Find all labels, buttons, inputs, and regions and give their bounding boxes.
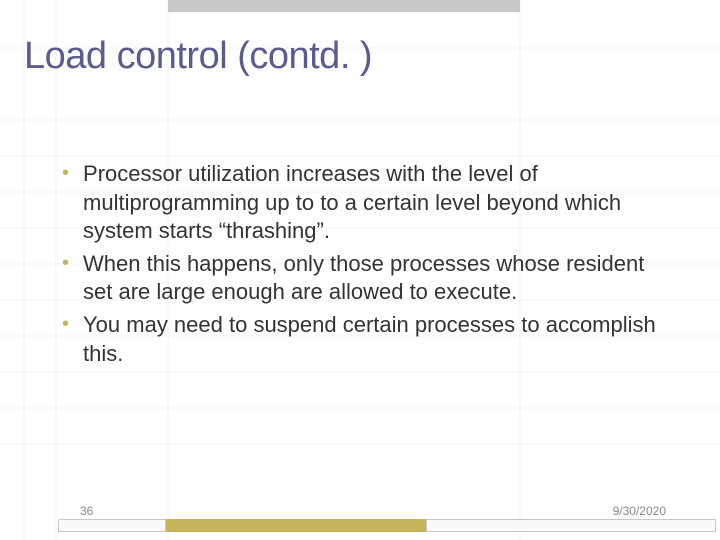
bullet-text: Processor utilization increases with the…	[83, 160, 666, 246]
bullet-text: When this happens, only those processes …	[83, 250, 666, 307]
bullet-icon: •	[62, 311, 69, 368]
bullet-icon: •	[62, 250, 69, 307]
top-accent-bar	[168, 0, 520, 12]
bullet-list: • Processor utilization increases with t…	[56, 160, 666, 372]
bullet-item: • You may need to suspend certain proces…	[56, 311, 666, 368]
footer-box-mid	[166, 519, 426, 532]
footer-box-right	[426, 519, 716, 532]
bullet-text: You may need to suspend certain processe…	[83, 311, 666, 368]
footer: 36 9/30/2020	[0, 512, 720, 532]
footer-box-left	[58, 519, 166, 532]
bullet-icon: •	[62, 160, 69, 246]
slide-title: Load control (contd. )	[24, 35, 372, 78]
bullet-item: • Processor utilization increases with t…	[56, 160, 666, 246]
bullet-item: • When this happens, only those processe…	[56, 250, 666, 307]
page-number: 36	[80, 504, 93, 518]
slide-date: 9/30/2020	[613, 504, 666, 518]
